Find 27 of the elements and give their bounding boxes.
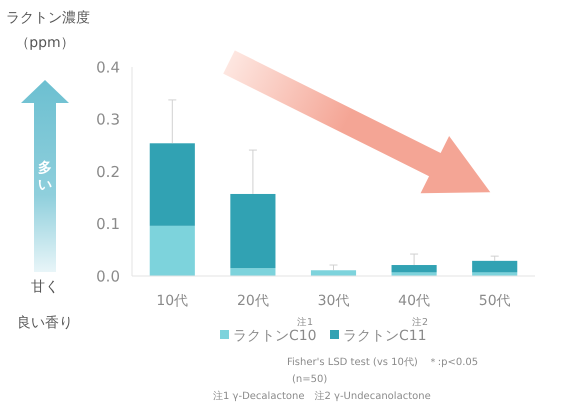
text: (n=50) xyxy=(292,374,328,385)
text: Fisher's LSD test (vs 10代) ＊:p<0.05 xyxy=(287,357,478,368)
text: 良い香り xyxy=(17,315,73,331)
y-tick-label: 0.1 xyxy=(96,215,120,233)
legend-label: ラクトンC10 xyxy=(233,328,317,344)
y-tick-label: 0.2 xyxy=(96,162,120,181)
x-tick-label: 30代 xyxy=(318,293,350,309)
x-tick-label: 10代 xyxy=(156,293,188,309)
x-tick-label: 20代 xyxy=(236,293,269,309)
bar xyxy=(150,143,195,226)
text: 甘く xyxy=(31,279,59,295)
bar xyxy=(230,194,276,268)
y-tick-label: 0.0 xyxy=(96,267,120,286)
bar xyxy=(150,226,195,276)
text: 注2 xyxy=(412,316,428,328)
text: 注1 xyxy=(296,316,314,328)
bar xyxy=(230,268,276,276)
text: 多い xyxy=(38,160,52,193)
legend-label: ラクトンC11 xyxy=(343,328,427,344)
text: 注1 γ-Decalactone 注2 γ-Undecanolactone xyxy=(213,390,431,402)
y-tick-label: 0.3 xyxy=(96,110,120,128)
y-tick-label: 0.4 xyxy=(96,58,120,76)
bar xyxy=(472,260,518,272)
x-tick-label: 50代 xyxy=(478,293,511,309)
bar xyxy=(392,265,437,272)
y-axis-title: ラクトン濃度（ppm） xyxy=(6,10,90,51)
x-tick-label: 40代 xyxy=(398,293,430,309)
